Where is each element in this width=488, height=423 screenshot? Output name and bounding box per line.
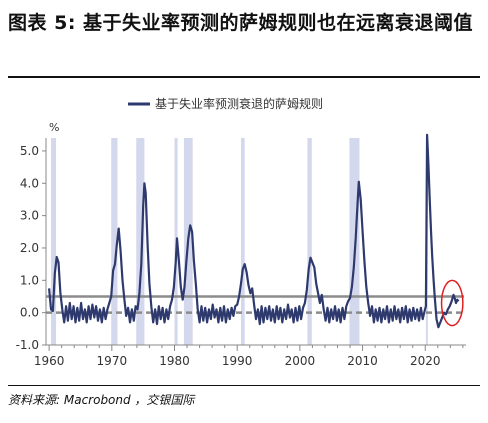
x-tick-label: 2000 [285,354,316,368]
recession-band [307,138,312,345]
annotation-layer [440,279,464,327]
y-tick-label: 2.0 [20,241,39,255]
legend: 基于失业率预测衰退的萨姆规则 [128,96,323,111]
y-axis-unit: % [49,121,59,134]
y-tick-label: 1.0 [20,273,39,287]
x-tick-label: 1960 [34,354,65,368]
legend-label: 基于失业率预测衰退的萨姆规则 [155,96,323,111]
recession-band [51,138,57,345]
x-tick-label: 1980 [159,354,190,368]
y-tick-label: -1.0 [16,338,39,352]
source-note: 资料来源: Macrobond ，交银国际 [8,393,195,407]
chart-title: 图表 5: 基于失业率预测的萨姆规则也在远离衰退阈值 [8,12,474,34]
y-tick-label: 3.0 [20,209,39,223]
chart: 5.0 4.0 3.0 2.0 1.0 0.0 -1.0 1960 1970 1980 1990 20… [16,96,466,368]
recession-band [136,138,145,345]
axes: 5.0 4.0 3.0 2.0 1.0 0.0 -1.0 1960 1970 1980 1990 20… [16,138,466,368]
y-tick-label: 0.0 [20,306,39,320]
series-layer [48,133,460,329]
x-tick-label: 1970 [97,354,128,368]
highlight-circle [440,279,464,327]
series-line [48,133,460,329]
reference-lines [46,295,464,314]
title-divider [8,76,480,78]
recession-band [240,138,245,345]
x-tick-label: 1990 [222,354,253,368]
x-tick-label: 2010 [347,354,378,368]
y-tick-label: 5.0 [20,144,39,158]
recession-band [111,138,118,345]
footer-divider [8,385,480,386]
y-tick-label: 4.0 [20,176,39,190]
x-tick-label: 2020 [410,354,441,368]
